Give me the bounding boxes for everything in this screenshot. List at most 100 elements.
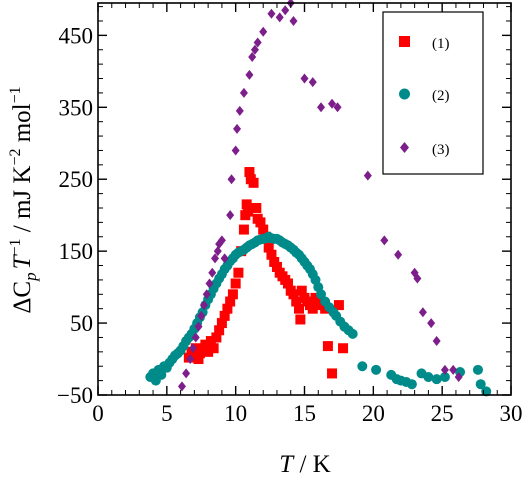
data-point [197, 310, 206, 321]
data-point [333, 300, 344, 311]
data-point [449, 364, 458, 375]
legend-marker-1 [399, 36, 410, 47]
y-tick-label: 450 [59, 23, 94, 48]
data-point [250, 44, 259, 55]
data-point [233, 267, 244, 278]
data-point [418, 307, 427, 318]
data-point [347, 328, 358, 339]
data-point [227, 289, 238, 300]
y-tick-label: 250 [59, 167, 94, 192]
data-point [177, 381, 186, 392]
data-point [230, 278, 241, 289]
x-tick-label: 15 [293, 401, 316, 426]
x-tick-label: 25 [431, 401, 454, 426]
data-point [248, 177, 259, 188]
legend-label-3: (3) [432, 142, 450, 158]
data-point [295, 314, 306, 325]
data-point [156, 369, 167, 380]
data-point [454, 372, 463, 383]
y-tick-label: −50 [57, 383, 93, 408]
y-tick-label: 150 [59, 239, 94, 264]
data-point [308, 77, 317, 88]
data-point [225, 296, 236, 307]
data-point [253, 37, 262, 48]
data-point [431, 374, 442, 385]
x-axis-title: T / K [279, 451, 330, 478]
data-point [281, 5, 290, 16]
data-point [217, 235, 226, 246]
data-point [255, 217, 266, 228]
data-point [267, 8, 276, 19]
data-point [472, 364, 483, 375]
data-point [423, 372, 434, 383]
data-point [266, 249, 277, 260]
data-point [394, 249, 403, 260]
data-point [291, 296, 302, 307]
data-point [239, 87, 248, 98]
data-point [205, 278, 214, 289]
series-2 [145, 231, 492, 397]
series-3 [177, 0, 463, 392]
data-point [380, 235, 389, 246]
axis-ticks [97, 3, 512, 396]
x-tick-label: 5 [161, 401, 173, 426]
data-point [289, 15, 298, 26]
data-point [282, 278, 293, 289]
x-tick-label: 30 [500, 401, 523, 426]
data-point [245, 69, 254, 80]
data-point [208, 267, 217, 278]
y-tick-label: 50 [70, 311, 93, 336]
data-point [197, 345, 208, 356]
legend-marker-3 [400, 142, 409, 153]
data-point [226, 210, 235, 221]
data-point [227, 174, 236, 185]
data-point [357, 361, 368, 372]
data-point [328, 98, 337, 109]
data-point [205, 336, 216, 347]
data-point [439, 372, 450, 383]
data-point [203, 346, 214, 357]
data-point [300, 73, 309, 84]
data-point [241, 199, 252, 210]
legend: (1) (2) (3) [382, 11, 484, 175]
x-tick-label: 10 [224, 401, 247, 426]
data-point [200, 339, 211, 350]
data-point [220, 253, 229, 264]
data-point [251, 202, 262, 213]
data-point [440, 364, 449, 375]
data-point [271, 261, 282, 272]
data-point [322, 341, 333, 352]
data-point [269, 256, 280, 267]
data-point [432, 336, 441, 347]
data-point [193, 354, 204, 365]
data-point [231, 145, 240, 156]
data-point [222, 303, 233, 314]
data-point [233, 123, 242, 134]
data-point [371, 364, 382, 375]
legend-label-2: (2) [432, 88, 450, 104]
x-tick-labels: 0 5 10 15 20 25 30 [92, 401, 522, 426]
legend-label-1: (1) [432, 36, 450, 52]
data-point [200, 300, 209, 311]
data-point [213, 246, 222, 257]
y-axis-title: ΔCpT−1 / mJ K−2 mol−1 [7, 86, 40, 313]
data-point [238, 224, 249, 235]
data-point [296, 285, 307, 296]
data-point [327, 368, 338, 379]
y-tick-labels: −50 50 150 250 350 450 [57, 23, 93, 408]
legend-marker-2 [399, 88, 410, 100]
x-tick-label: 0 [92, 401, 104, 426]
y-tick-label: 350 [59, 95, 94, 120]
plot-marks [145, 0, 492, 397]
data-point [219, 310, 230, 321]
data-point [208, 343, 219, 354]
data-point [307, 303, 318, 314]
data-point [243, 206, 254, 217]
data-point [244, 167, 255, 178]
data-point [288, 289, 299, 300]
series-1 [183, 167, 349, 379]
data-point [211, 332, 222, 343]
data-point [413, 273, 422, 284]
data-point [186, 354, 195, 365]
